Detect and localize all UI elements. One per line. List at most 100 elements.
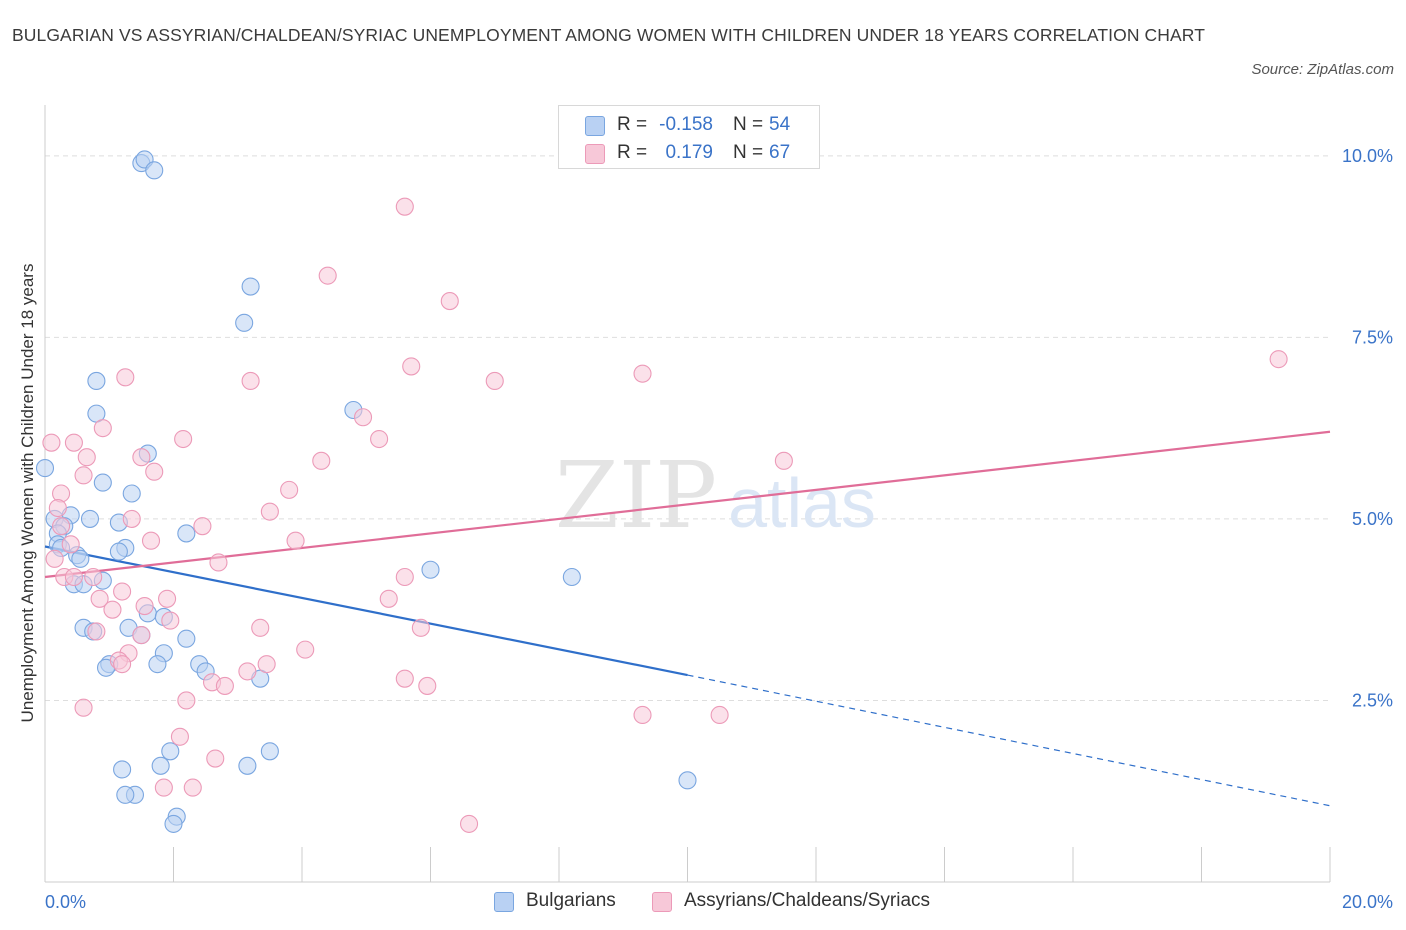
point-bulgarians xyxy=(241,277,260,296)
y-axis-label: Unemployment Among Women with Children U… xyxy=(18,264,37,723)
point-assyrians xyxy=(710,705,729,725)
n-label: N = xyxy=(733,142,764,163)
point-bulgarians xyxy=(122,484,141,503)
point-bulgarians xyxy=(71,549,90,568)
point-bulgarians xyxy=(35,459,55,478)
point-assyrians xyxy=(90,589,109,608)
point-assyrians xyxy=(1269,350,1288,369)
point-assyrians xyxy=(77,448,96,467)
point-bulgarians xyxy=(113,760,132,779)
r-label: R = xyxy=(617,142,648,163)
point-assyrians xyxy=(64,433,83,452)
point-assyrians xyxy=(296,640,315,659)
trend-lines xyxy=(44,430,1331,807)
point-assyrians xyxy=(286,531,305,550)
watermark-zip: ZIP xyxy=(555,442,717,549)
y-tick-label: 5.0% xyxy=(1352,509,1393,529)
point-assyrians xyxy=(206,749,225,768)
r-value: -0.158 xyxy=(659,114,713,135)
point-assyrians xyxy=(318,266,337,285)
n-label: N = xyxy=(733,114,764,135)
y-tick-label: 2.5% xyxy=(1352,690,1393,710)
r-value: 0.179 xyxy=(665,142,713,163)
point-assyrians xyxy=(395,567,414,587)
point-assyrians xyxy=(48,498,67,518)
point-assyrians xyxy=(132,626,151,645)
point-bulgarians xyxy=(93,473,112,492)
point-bulgarians xyxy=(151,756,170,775)
point-bulgarians xyxy=(260,742,279,761)
series-label-bulgarians: Bulgarians xyxy=(526,890,616,911)
point-bulgarians xyxy=(87,371,106,390)
point-assyrians xyxy=(379,589,398,608)
point-assyrians xyxy=(209,553,228,572)
point-assyrians xyxy=(312,451,331,470)
axes xyxy=(44,105,1331,883)
series-swatch-bulgarians xyxy=(494,892,514,912)
point-assyrians xyxy=(93,419,112,438)
point-assyrians xyxy=(193,517,212,536)
point-assyrians xyxy=(113,655,132,674)
point-assyrians xyxy=(395,669,414,688)
correlation-legend: R = -0.158 N = 54 R = 0.179 N = 67 xyxy=(558,105,820,169)
point-bulgarians xyxy=(109,542,128,561)
point-assyrians xyxy=(141,531,161,550)
point-bulgarians xyxy=(161,742,180,761)
point-assyrians xyxy=(257,655,276,674)
point-assyrians xyxy=(74,698,93,717)
point-assyrians xyxy=(251,618,270,637)
point-assyrians xyxy=(113,582,132,601)
point-assyrians xyxy=(215,676,234,695)
point-assyrians xyxy=(42,433,61,452)
y-tick-label: 7.5% xyxy=(1352,327,1393,347)
legend-row-assyrians: R = 0.179 N = 67 xyxy=(559,139,819,167)
point-assyrians xyxy=(116,368,135,387)
point-assyrians xyxy=(87,622,106,641)
point-assyrians xyxy=(135,597,154,616)
point-bulgarians xyxy=(148,655,167,674)
point-assyrians xyxy=(84,567,103,587)
trend-line-bulgarians xyxy=(44,545,688,677)
n-value: 67 xyxy=(769,142,791,163)
point-assyrians xyxy=(395,197,414,216)
point-assyrians xyxy=(158,589,177,608)
point-bulgarians xyxy=(421,560,440,579)
point-assyrians xyxy=(353,408,373,427)
legend-swatch-bulgarians xyxy=(585,116,605,136)
point-assyrians xyxy=(170,727,189,746)
legend-swatch-assyrians xyxy=(585,144,605,164)
point-assyrians xyxy=(174,429,193,449)
point-assyrians xyxy=(440,292,459,311)
point-assyrians xyxy=(411,618,430,637)
watermark-atlas: atlas xyxy=(728,464,876,542)
series-assyrians xyxy=(42,197,1288,833)
point-bulgarians xyxy=(116,785,135,804)
point-assyrians xyxy=(103,600,122,619)
x-tick-label: 20.0% xyxy=(1342,892,1393,912)
point-assyrians xyxy=(418,676,437,695)
r-label: R = xyxy=(617,114,648,135)
point-assyrians xyxy=(64,567,83,587)
point-assyrians xyxy=(459,814,479,833)
point-assyrians xyxy=(45,549,64,568)
point-assyrians xyxy=(241,371,260,390)
data-points xyxy=(35,150,1288,833)
point-assyrians xyxy=(238,662,257,681)
point-assyrians xyxy=(74,466,93,485)
tick-labels: 2.5% 5.0% 7.5% 10.0% 0.0% 20.0% xyxy=(45,146,1393,912)
point-bulgarians xyxy=(238,756,257,775)
point-bulgarians xyxy=(145,161,164,180)
point-assyrians xyxy=(633,364,652,383)
y-tick-label: 10.0% xyxy=(1342,146,1393,166)
trend-line-assyrians xyxy=(44,430,1331,579)
point-bulgarians xyxy=(235,313,254,332)
point-bulgarians xyxy=(80,509,100,528)
legend-row-bulgarians: R = -0.158 N = 54 xyxy=(559,111,819,139)
chart-title: BULGARIAN VS ASSYRIAN/CHALDEAN/SYRIAC UN… xyxy=(12,25,1206,45)
point-assyrians xyxy=(161,611,180,630)
series-label-assyrians: Assyrians/Chaldeans/Syriacs xyxy=(684,890,931,911)
point-assyrians xyxy=(122,509,141,528)
point-assyrians xyxy=(370,429,389,449)
series-swatch-assyrians xyxy=(652,892,672,912)
